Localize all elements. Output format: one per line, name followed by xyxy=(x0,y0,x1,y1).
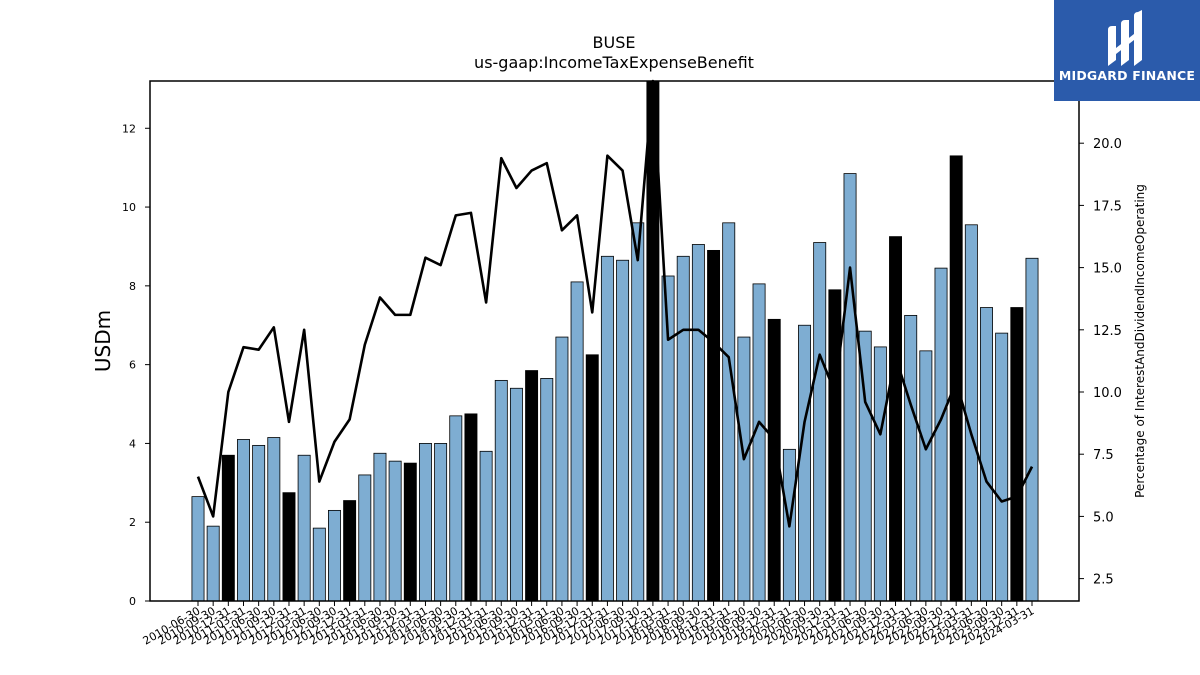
y2-tick-label: 5.0 xyxy=(1093,510,1114,525)
bar-2012-06-30 xyxy=(312,527,326,602)
bar-2010-12-31 xyxy=(221,454,235,602)
bar-2020-12-31 xyxy=(828,289,842,602)
y-axis: 0 2 4 6 8 10 12 xyxy=(122,122,150,608)
bar-2016-12-31 xyxy=(585,354,599,602)
bar-2011-12-31 xyxy=(282,492,296,602)
bar-2010-09-30 xyxy=(206,525,220,602)
bar-2011-09-30 xyxy=(267,437,281,602)
bar-2024-03-31 xyxy=(1025,257,1039,602)
y-tick-label: 8 xyxy=(129,280,136,293)
y-tick-label: 4 xyxy=(129,437,136,450)
bar-2021-12-31 xyxy=(889,236,902,602)
bar-2018-06-30 xyxy=(676,255,690,602)
bar-2021-09-30 xyxy=(873,346,887,602)
bar-2015-03-31 xyxy=(479,450,493,602)
y2-tick-label: 15.0 xyxy=(1093,262,1122,277)
bar-2020-06-30 xyxy=(798,324,812,602)
bar-2014-06-30 xyxy=(434,443,448,602)
y2-tick-label: 20.0 xyxy=(1093,137,1122,152)
logo-text: MIDGARD FINANCE xyxy=(1058,68,1196,83)
bar-2014-09-30 xyxy=(449,415,463,602)
bar-2022-12-31 xyxy=(949,155,963,602)
bar-2014-03-31 xyxy=(418,443,432,602)
bar-2012-03-31 xyxy=(297,454,311,602)
y2-tick-label: 2.5 xyxy=(1093,573,1114,588)
y2-tick-label: 10.0 xyxy=(1093,386,1122,401)
bar-2022-09-30 xyxy=(934,267,948,602)
y2-axis: 2.5 5.0 7.5 10.0 12.5 15.0 17.5 20.0 xyxy=(1079,137,1122,588)
bar-2016-09-30 xyxy=(570,281,584,602)
bar-2017-09-30 xyxy=(631,222,645,602)
y-tick-label: 6 xyxy=(129,359,136,372)
chart-title: BUSE xyxy=(593,33,636,52)
bar-2021-03-31 xyxy=(843,173,857,602)
bar-2015-12-31 xyxy=(525,370,539,602)
bar-2011-03-31 xyxy=(237,439,250,602)
bar-2016-03-31 xyxy=(540,378,554,602)
y-tick-label: 12 xyxy=(122,122,136,135)
ratio-line xyxy=(196,79,1034,528)
y-axis-label: USDm xyxy=(91,310,115,372)
bar-2012-09-30 xyxy=(328,509,341,602)
bar-2019-09-30 xyxy=(752,283,766,602)
bar-2023-03-31 xyxy=(964,224,978,602)
x-axis: 2010-06-302010-09-302010-12-312011-03-31… xyxy=(141,601,1037,648)
y-tick-label: 0 xyxy=(129,595,136,608)
bar-2013-06-30 xyxy=(373,452,387,602)
bar-2022-06-30 xyxy=(919,350,933,602)
company-logo: MIDGARD FINANCE xyxy=(1054,0,1200,101)
chart-subtitle: us-gaap:IncomeTaxExpenseBenefit xyxy=(474,53,754,72)
bar-group xyxy=(191,80,1039,602)
y-tick-label: 10 xyxy=(122,201,136,214)
bar-2015-06-30 xyxy=(494,379,508,602)
bar-2022-03-31 xyxy=(904,314,918,602)
bar-2019-06-30 xyxy=(737,336,751,602)
bar-2015-09-30 xyxy=(509,387,523,602)
y2-tick-label: 17.5 xyxy=(1093,199,1122,214)
bar-2023-09-30 xyxy=(995,332,1009,602)
bar-2011-06-30 xyxy=(252,444,266,602)
bar-2013-12-31 xyxy=(403,462,417,602)
plot-frame xyxy=(149,80,1080,602)
bar-2013-09-30 xyxy=(388,460,402,602)
y2-tick-label: 12.5 xyxy=(1093,324,1122,339)
bar-2012-12-31 xyxy=(343,500,357,602)
line-group xyxy=(196,79,1034,528)
bar-2018-12-31 xyxy=(707,249,721,602)
y-tick-label: 2 xyxy=(129,516,136,529)
bar-2023-06-30 xyxy=(980,307,993,602)
bar-2018-09-30 xyxy=(691,244,705,602)
y2-axis-label: Percentage of InterestAndDividendIncomeO… xyxy=(1133,184,1147,498)
bar-2010-06-30 xyxy=(191,496,205,602)
bar-2020-09-30 xyxy=(813,242,827,602)
bar-2013-03-31 xyxy=(358,474,372,602)
bar-2023-12-31 xyxy=(1010,307,1024,602)
bar-2014-12-31 xyxy=(464,413,478,602)
y2-tick-label: 7.5 xyxy=(1093,448,1114,463)
midgard-logo-icon xyxy=(1108,10,1142,66)
bar-2017-06-30 xyxy=(616,259,630,602)
bar-2019-03-31 xyxy=(722,222,736,602)
bar-2017-03-31 xyxy=(600,255,614,602)
bar-2016-06-30 xyxy=(555,336,569,602)
